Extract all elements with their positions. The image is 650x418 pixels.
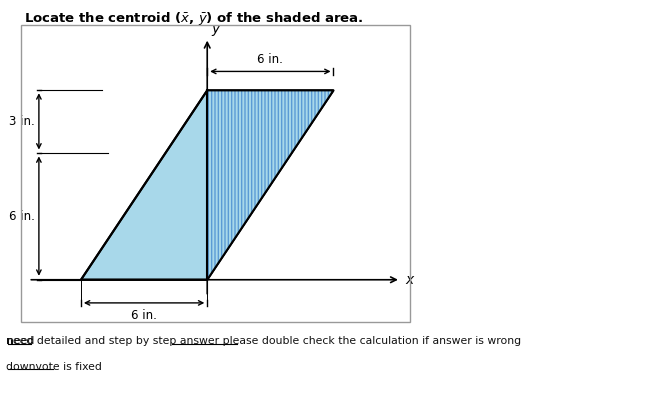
Text: 6 in.: 6 in. — [9, 210, 34, 223]
Text: need detailed and step by step answer please double check the calculation if ans: need detailed and step by step answer pl… — [6, 336, 521, 347]
Text: y: y — [211, 22, 220, 36]
Polygon shape — [207, 90, 333, 280]
Text: x: x — [405, 273, 413, 287]
Polygon shape — [81, 90, 333, 280]
Text: 6 in.: 6 in. — [131, 309, 157, 322]
Text: 6 in.: 6 in. — [257, 53, 283, 66]
Text: Locate the centroid ($\bar{x}$, $\bar{y}$) of the shaded area.: Locate the centroid ($\bar{x}$, $\bar{y}… — [24, 10, 363, 27]
Text: downvote is fixed: downvote is fixed — [6, 362, 103, 372]
Text: need: need — [6, 336, 34, 347]
Text: 3 in.: 3 in. — [9, 115, 34, 128]
